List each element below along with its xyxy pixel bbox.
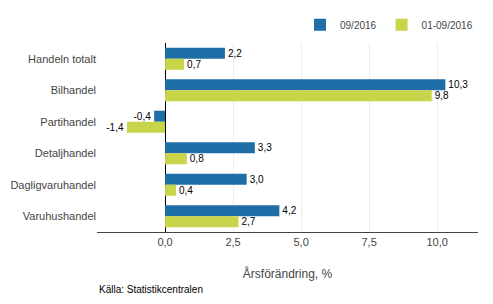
svg-text:7,5: 7,5 bbox=[361, 236, 376, 248]
svg-text:Handeln totalt: Handeln totalt bbox=[28, 53, 96, 65]
svg-text:0,7: 0,7 bbox=[187, 59, 201, 70]
svg-text:2,2: 2,2 bbox=[228, 48, 242, 59]
svg-text:Varuhushandel: Varuhushandel bbox=[23, 210, 96, 222]
svg-text:2,7: 2,7 bbox=[242, 216, 256, 227]
svg-text:01-09/2016: 01-09/2016 bbox=[422, 20, 473, 31]
svg-text:0,0: 0,0 bbox=[157, 236, 172, 248]
svg-text:9,8: 9,8 bbox=[435, 90, 449, 101]
svg-text:0,8: 0,8 bbox=[190, 153, 204, 164]
svg-text:3,3: 3,3 bbox=[258, 142, 272, 153]
svg-text:Källa: Statistikcentralen: Källa: Statistikcentralen bbox=[99, 284, 203, 295]
svg-text:5,0: 5,0 bbox=[293, 236, 308, 248]
svg-text:-1,4: -1,4 bbox=[106, 122, 124, 133]
svg-text:Partihandel: Partihandel bbox=[40, 116, 96, 128]
svg-text:2,5: 2,5 bbox=[225, 236, 240, 248]
svg-text:Bilhandel: Bilhandel bbox=[51, 84, 96, 96]
svg-text:Dagligvaruhandel: Dagligvaruhandel bbox=[10, 179, 96, 191]
svg-text:4,2: 4,2 bbox=[282, 205, 296, 216]
svg-text:Detaljhandel: Detaljhandel bbox=[35, 147, 96, 159]
svg-text:10,0: 10,0 bbox=[426, 236, 447, 248]
svg-text:09/2016: 09/2016 bbox=[340, 20, 377, 31]
svg-text:10,3: 10,3 bbox=[448, 79, 468, 90]
svg-text:Årsförändring, %: Årsförändring, % bbox=[243, 266, 333, 281]
svg-text:-0,4: -0,4 bbox=[133, 111, 151, 122]
svg-text:3,0: 3,0 bbox=[250, 174, 264, 185]
svg-text:0,4: 0,4 bbox=[179, 185, 193, 196]
